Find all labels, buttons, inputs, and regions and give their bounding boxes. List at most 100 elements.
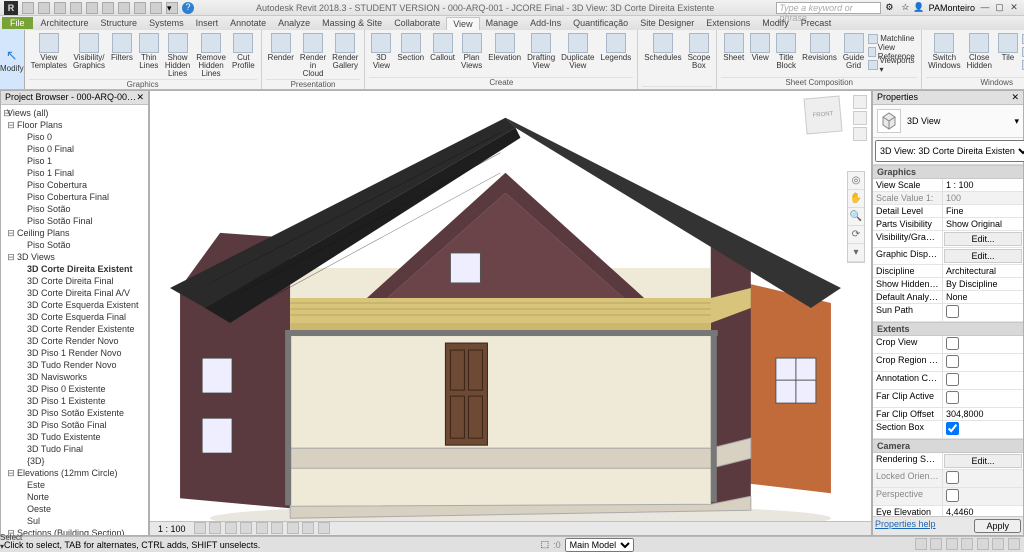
design-options-select[interactable]: Main Model [565,538,634,552]
ribbon-button[interactable]: ViewTemplates [29,32,69,71]
ribbon-button[interactable]: ThinLines [137,32,161,71]
ribbon-button[interactable]: ScopeBox [686,32,713,71]
qat-save-icon[interactable] [38,2,50,14]
zoom-icon[interactable]: 🔍 [848,208,864,226]
tab-architecture[interactable]: Architecture [35,17,95,30]
property-value[interactable]: Fine [943,205,1023,217]
tab-precast[interactable]: Precast [795,17,838,30]
close-icon[interactable]: ✕ [1011,92,1019,103]
close-icon[interactable]: ✕ [136,92,144,103]
qat-measure-icon[interactable] [102,2,114,14]
property-row[interactable]: Annotation Crop [873,372,1023,390]
tree-node[interactable]: 3D Piso Sotão Final [1,419,148,431]
view-control-bar[interactable]: 1 : 100 [150,521,871,535]
detail-level-icon[interactable] [194,522,206,534]
help-icon[interactable]: ? [182,2,194,14]
property-value[interactable]: Edit... [944,249,1022,263]
project-browser-header[interactable]: Project Browser - 000-ARQ-001 - JCOR… ✕ [1,91,148,105]
ribbon-small-button[interactable]: Viewports ▾ [868,58,917,71]
navigation-bar[interactable]: ◎ ✋ 🔍 ⟳ ▾ [847,171,865,263]
tree-twisty-icon[interactable]: ⊟ [7,527,15,535]
ribbon-button[interactable]: Elevation [486,32,523,63]
sun-path-icon[interactable] [225,522,237,534]
property-value[interactable]: 100 [943,192,1023,204]
orbit-icon[interactable]: ⟳ [848,226,864,244]
property-value[interactable] [943,421,1023,438]
property-section-header[interactable]: Graphics [873,165,1023,179]
property-section-header[interactable]: Camera [873,439,1023,453]
tab-site-designer[interactable]: Site Designer [634,17,700,30]
tree-twisty-icon[interactable]: ⊟ [7,227,15,239]
property-value[interactable] [943,336,1023,353]
ribbon-button[interactable]: TitleBlock [774,32,798,71]
lock-icon[interactable] [287,522,299,534]
project-browser-tree[interactable]: ⊟Views (all)⊟Floor PlansPiso 0Piso 0 Fin… [1,105,148,535]
property-row[interactable]: Crop View [873,336,1023,354]
tree-node[interactable]: ⊟3D Views [1,251,148,263]
viewport-controls[interactable] [853,95,867,141]
property-row[interactable]: Show Hidden LinesBy Discipline [873,278,1023,291]
maximize-icon[interactable]: ▢ [993,2,1005,13]
property-row[interactable]: Eye Elevation4,4460 [873,506,1023,516]
property-value[interactable]: Edit... [944,232,1022,246]
tab-modify[interactable]: Modify [756,17,795,30]
tree-node[interactable]: ⊟Elevations (12mm Circle) [1,467,148,479]
tab-manage[interactable]: Manage [480,17,525,30]
ribbon-button[interactable]: Section [395,32,426,63]
tree-node[interactable]: Norte [1,491,148,503]
apply-button[interactable]: Apply [974,519,1021,533]
tree-node[interactable]: 3D Tudo Render Novo [1,359,148,371]
ribbon-button[interactable]: CloseHidden [965,32,994,71]
tree-node[interactable]: Piso 1 [1,155,148,167]
tab-massing-site[interactable]: Massing & Site [316,17,388,30]
property-row[interactable]: Rendering SettingsEdit... [873,453,1023,470]
restore-icon[interactable] [853,111,867,125]
tree-node[interactable]: Piso 1 Final [1,167,148,179]
property-value[interactable] [943,354,1023,371]
close-view-icon[interactable] [853,127,867,141]
property-checkbox[interactable] [946,391,959,404]
tree-node[interactable]: Piso Cobertura Final [1,191,148,203]
ribbon-button[interactable]: GuideGrid [841,32,866,71]
status-icons[interactable] [914,538,1020,552]
ribbon-button[interactable]: Sheet [721,32,746,63]
qat-close-icon[interactable] [150,2,162,14]
ribbon-button[interactable]: Schedules [642,32,683,63]
tab-collaborate[interactable]: Collaborate [388,17,446,30]
ribbon-button[interactable]: 3DView [369,32,393,71]
property-row[interactable]: Far Clip Active [873,390,1023,408]
property-checkbox[interactable] [946,422,959,435]
scale-display[interactable]: 1 : 100 [154,524,190,534]
3d-viewport[interactable]: FRONT ◎ ✋ 🔍 ⟳ ▾ [149,90,872,536]
tree-node[interactable]: Piso 0 [1,131,148,143]
reveal-icon[interactable] [318,522,330,534]
tree-node[interactable]: 3D Corte Direita Existent [1,263,148,275]
filter-icon[interactable] [915,538,927,550]
properties-header[interactable]: Properties ✕ [873,91,1023,105]
temp-hide-icon[interactable] [302,522,314,534]
infocenter-icon[interactable]: ⚙ [885,2,897,14]
tab-view[interactable]: View [446,17,479,30]
property-row[interactable]: Perspective [873,488,1023,506]
wheel-icon[interactable]: ◎ [848,172,864,190]
ribbon-button[interactable]: CutProfile [230,32,257,71]
tree-node[interactable]: ⊟Ceiling Plans [1,227,148,239]
tree-node[interactable]: 3D Corte Render Novo [1,335,148,347]
property-value[interactable]: 1 : 100 [943,179,1023,191]
tree-node[interactable]: {3D} [1,455,148,467]
property-value[interactable]: Architectural [943,265,1023,277]
tree-node[interactable]: Piso Cobertura [1,179,148,191]
ribbon-button[interactable]: Callout [428,32,457,63]
tab-quantifica-o[interactable]: Quantificação [567,17,634,30]
tree-node[interactable]: ⊟Sections (Building Section) [1,527,148,535]
crop-region-icon[interactable] [271,522,283,534]
qat-thinlines-icon[interactable] [134,2,146,14]
tree-node[interactable]: 3D Corte Esquerda Final [1,311,148,323]
property-row[interactable]: Graphic Display Optio...Edit... [873,248,1023,265]
property-value[interactable] [943,372,1023,389]
properties-help-link[interactable]: Properties help [875,519,936,533]
ribbon-button[interactable]: Renderin Cloud [298,32,328,79]
tree-twisty-icon[interactable]: ⊟ [7,251,15,263]
tree-twisty-icon[interactable]: ⊟ [7,467,15,479]
select-pinned-icon[interactable] [977,538,989,550]
